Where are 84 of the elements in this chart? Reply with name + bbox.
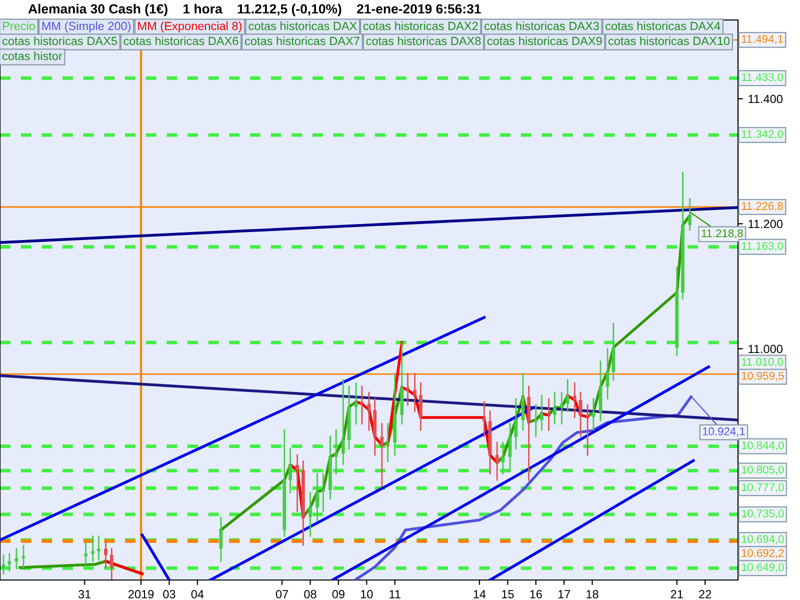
ref-line-label: 10.649,0	[742, 563, 784, 572]
candlestick	[354, 382, 358, 424]
candlestick	[688, 198, 692, 231]
annotation: cotas historicas DAX8	[366, 36, 481, 46]
annotation: cotas historicas DAX6	[124, 36, 238, 46]
annotation: cotas historicas DAX5	[2, 36, 117, 46]
ref-line-label: 10.844,0	[742, 441, 784, 451]
candlestick	[288, 448, 292, 494]
candlestick	[419, 382, 422, 431]
ref-line-label: 11.433,0	[742, 73, 783, 82]
x-tick-label: 15	[502, 590, 514, 598]
annotation: cotas histor	[2, 52, 62, 60]
y-tick-label: 11.200	[748, 220, 782, 228]
text: Precio	[2, 22, 35, 30]
candlestick	[321, 473, 325, 512]
x-tick-label: 22	[699, 590, 712, 598]
candlestick	[534, 404, 538, 437]
ref-line-label: 10.692,2	[742, 549, 784, 558]
x-tick-label: 07	[276, 590, 288, 598]
candlestick	[84, 542, 88, 566]
ref-line-label: 11.010,0	[742, 358, 783, 368]
x-tick-label: 31	[78, 590, 91, 598]
candlestick	[91, 536, 95, 562]
candlestick	[586, 404, 590, 456]
x-tick-label: 18	[586, 590, 598, 598]
annotation: 10.924,1	[702, 427, 745, 437]
text: MM (Exponencial 8)	[138, 22, 242, 32]
ref-line-label: 11.226,8	[742, 202, 783, 212]
annotation: cotas historicas DAX4	[606, 22, 720, 30]
candlestick	[341, 379, 345, 466]
candlestick	[566, 379, 570, 412]
ref-line-label: 10.694,0	[742, 535, 784, 544]
candlestick	[360, 386, 364, 424]
annotation: 11.218,8	[702, 229, 743, 239]
candlestick	[110, 548, 114, 580]
candlestick	[560, 392, 564, 424]
candlestick	[219, 516, 223, 562]
candlestick	[296, 454, 300, 512]
annotation: cotas historicas DAX7	[245, 36, 360, 46]
ref-line-label: 11.494,1	[742, 35, 783, 44]
candlestick	[547, 398, 550, 431]
x-tick-label: 16	[530, 590, 542, 598]
x-tick-label: 17	[558, 590, 570, 598]
x-tick-label: 03	[163, 590, 176, 598]
candlestick	[482, 401, 486, 437]
x-tick-label: 09	[332, 590, 344, 598]
chart-title: Alemania 30 Cash (1€) 1 hora 11.212,5 (-0,10%) 21-ene-2019 6:56:31	[28, 4, 481, 16]
candlestick	[386, 423, 390, 462]
candlestick	[406, 373, 410, 406]
text: MM (Simple 200)	[42, 22, 131, 32]
x-tick-label: 08	[304, 590, 316, 598]
x-tick-label: 2019	[128, 590, 154, 598]
candlestick	[14, 548, 18, 570]
annotation: cotas historicas DAX9	[487, 36, 602, 46]
y-tick-label: 11.400	[748, 94, 782, 104]
ref-line-label: 11.342,0	[742, 130, 783, 140]
candlestick	[540, 394, 544, 431]
candlestick	[514, 398, 518, 450]
ref-line-label: 11.163,0	[742, 242, 783, 252]
x-tick-label: 04	[191, 590, 204, 598]
candlestick	[334, 429, 338, 474]
annotation: cotas historicas DAX2	[363, 22, 478, 30]
candlestick	[380, 423, 384, 487]
candlestick	[495, 442, 499, 481]
annotation: cotas historicas DAX	[248, 22, 357, 30]
x-tick-label: 21	[670, 590, 683, 598]
x-tick-label: 11	[390, 590, 400, 598]
ref-line-label: 10.959,5	[742, 372, 784, 382]
candlestick	[572, 382, 576, 418]
annotation: cotas historicas DAX3	[484, 22, 599, 30]
candlestick	[8, 553, 12, 572]
x-tick-label: 14	[474, 590, 486, 598]
candlestick	[97, 536, 100, 561]
candlestick	[104, 542, 108, 568]
candlestick	[552, 392, 556, 424]
candlestick	[413, 373, 417, 412]
x-tick-label: 10	[360, 590, 373, 598]
ref-line-label: 10.735,0	[742, 509, 784, 519]
ref-line-label: 10.805,0	[742, 466, 784, 475]
candlestick	[316, 473, 319, 522]
ref-line-label: 10.777,0	[742, 483, 784, 492]
annotation: cotas historicas DAX10	[608, 36, 730, 46]
y-tick-label: 11.000	[748, 344, 782, 354]
candlestick	[308, 492, 312, 537]
